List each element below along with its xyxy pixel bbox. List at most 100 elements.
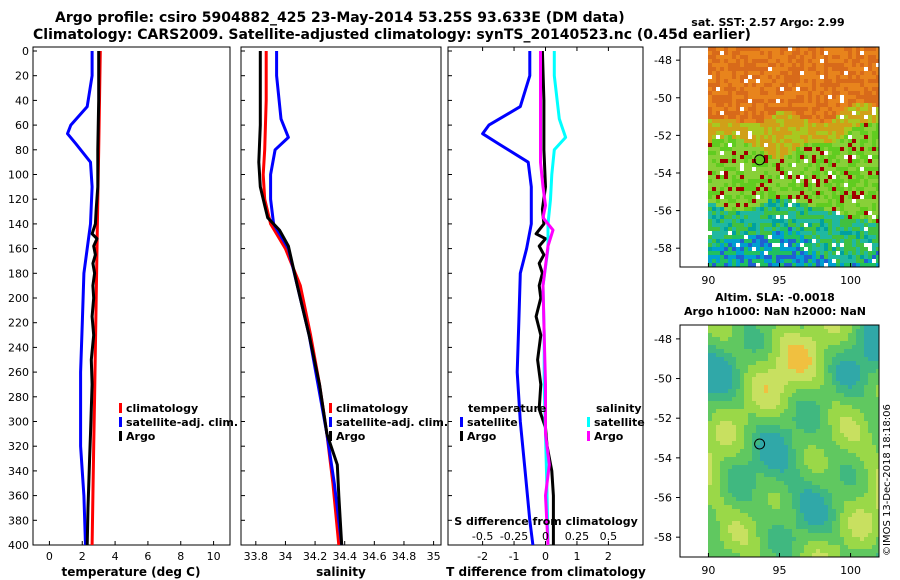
legend-swatch-argo [329, 431, 332, 441]
depth-tick-label: 200 [8, 292, 29, 305]
legend-label-satellite: satellite-adj. clim. [336, 416, 448, 429]
top-x-tick-label: -0.25 [500, 530, 528, 543]
top-x-tick-label: 0.5 [600, 530, 618, 543]
difference-legend: temperature salinity satellite Argo sate… [460, 402, 645, 443]
map-lon-tick-label: 100 [840, 564, 861, 577]
series-line-satellite-adj-clim- [66, 51, 94, 545]
series-line-s-argo [539, 51, 555, 545]
map-lat-tick-label: -52 [654, 412, 672, 425]
x-tick-label: 4 [112, 550, 119, 563]
temperature-legend: climatology satellite-adj. clim. Argo [119, 402, 238, 443]
depth-tick-label: 0 [22, 45, 29, 58]
x-tick-label: 1 [573, 550, 580, 563]
map-lat-tick-label: -58 [654, 242, 672, 255]
temperature-plot-frame [32, 46, 231, 546]
map-lat-tick-label: -50 [654, 92, 672, 105]
depth-tick-label: 360 [8, 490, 29, 503]
legend-label-argo: Argo [336, 430, 366, 443]
series-line-t-satellite [481, 51, 535, 545]
top-x-tick-label: 0 [542, 530, 549, 543]
series-line-argo [257, 51, 344, 545]
top-x-tick-label: 0.25 [565, 530, 590, 543]
difference-panel: -2 -1 0 1 2 -0.5 -0.25 0 0.25 0.5 temperature sal… [446, 46, 646, 579]
depth-tick-label: 120 [8, 193, 29, 206]
map-lat-tick-label: -54 [654, 452, 672, 465]
map-lon-tick-label: 95 [773, 274, 787, 287]
map-lat-tick-label: -50 [654, 373, 672, 386]
legend-label-s-satellite: satellite [594, 416, 645, 429]
legend-swatch-climatology [329, 403, 332, 413]
x-tick-label: 10 [207, 550, 221, 563]
depth-tick-label: 220 [8, 317, 29, 330]
depth-tick-label: 40 [15, 94, 29, 107]
depth-tick-label: 60 [15, 119, 29, 132]
map-lon-tick-label: 100 [840, 274, 861, 287]
depth-tick-label: 400 [8, 539, 29, 552]
salinity-legend: climatology satellite-adj. clim. Argo [329, 402, 448, 443]
depth-tick-label: 180 [8, 267, 29, 280]
salinity-xlabel: salinity [316, 565, 366, 579]
legend-swatch-satellite [119, 417, 122, 427]
legend-swatch-t-satellite [460, 417, 463, 427]
x-tick-label: 8 [177, 550, 184, 563]
depth-tick-label: 140 [8, 218, 29, 231]
difference-top-axis-label: S difference from climatology [454, 515, 638, 528]
legend-swatch-satellite [329, 417, 332, 427]
legend-swatch-climatology [119, 403, 122, 413]
legend-label-t-argo: Argo [467, 430, 497, 443]
x-tick-label: 33.8 [244, 550, 269, 563]
legend-swatch-s-argo [587, 431, 590, 441]
figure-title-line2: Climatology: CARS2009. Satellite-adjuste… [33, 27, 751, 43]
imos-timestamp: ©IMOS 13-Dec-2018 18:18:06 [882, 404, 893, 556]
map-lat-tick-label: -56 [654, 205, 672, 218]
difference-xlabel: T difference from climatology [446, 565, 646, 579]
map-lat-tick-label: -48 [654, 333, 672, 346]
x-tick-label: 35 [427, 550, 441, 563]
temperature-xlabel: temperature (deg C) [62, 565, 201, 579]
map-lon-tick-label: 90 [701, 274, 715, 287]
map-lon-tick-label: 90 [701, 564, 715, 577]
x-tick-label: 34.2 [303, 550, 328, 563]
x-tick-label: 34.4 [332, 550, 357, 563]
depth-tick-label: 320 [8, 440, 29, 453]
legend-swatch-argo [119, 431, 122, 441]
sla-map-title-line2: Argo h1000: NaN h2000: NaN [684, 305, 866, 318]
legend-heading-temperature: temperature [468, 402, 546, 415]
x-tick-label: 2 [79, 550, 86, 563]
x-tick-label: -2 [477, 550, 488, 563]
x-tick-label: -1 [509, 550, 520, 563]
depth-tick-label: 380 [8, 514, 29, 527]
legend-label-s-argo: Argo [594, 430, 624, 443]
map-lat-tick-label: -52 [654, 129, 672, 142]
sst-map-panel: -48 -50 -52 -54 -56 -58 90 95 100 sat. SST: 2.57… [654, 16, 880, 287]
x-tick-label: 0 [542, 550, 549, 563]
legend-heading-salinity: salinity [596, 402, 642, 415]
depth-tick-label: 300 [8, 416, 29, 429]
series-line-argo [85, 51, 101, 545]
legend-swatch-t-argo [460, 431, 463, 441]
sst-map-title: sat. SST: 2.57 Argo: 2.99 [691, 16, 844, 29]
legend-label-argo: Argo [126, 430, 156, 443]
depth-tick-label: 240 [8, 341, 29, 354]
map-lat-tick-label: -56 [654, 492, 672, 505]
top-x-tick-label: -0.5 [472, 530, 493, 543]
map-lat-tick-label: -58 [654, 531, 672, 544]
salinity-panel: 33.8 34 34.2 34.4 34.6 34.8 35 climatology sat… [240, 46, 448, 579]
sst-profile-location-marker [754, 154, 766, 166]
x-tick-label: 6 [144, 550, 151, 563]
x-tick-label: 34.8 [392, 550, 417, 563]
legend-label-climatology: climatology [336, 402, 408, 415]
legend-label-t-satellite: satellite [467, 416, 518, 429]
map-lat-tick-label: -48 [654, 54, 672, 67]
sla-map-panel: -48 -50 -52 -54 -56 -58 90 95 100 Altim. SLA: -0… [654, 291, 880, 577]
legend-label-satellite: satellite-adj. clim. [126, 416, 238, 429]
x-tick-label: 0 [46, 550, 53, 563]
x-tick-label: 34 [278, 550, 292, 563]
x-tick-label: 34.6 [362, 550, 387, 563]
depth-tick-label: 20 [15, 70, 29, 83]
x-tick-label: 2 [605, 550, 612, 563]
depth-tick-label: 80 [15, 144, 29, 157]
depth-tick-label: 280 [8, 391, 29, 404]
map-lon-tick-label: 95 [773, 564, 787, 577]
